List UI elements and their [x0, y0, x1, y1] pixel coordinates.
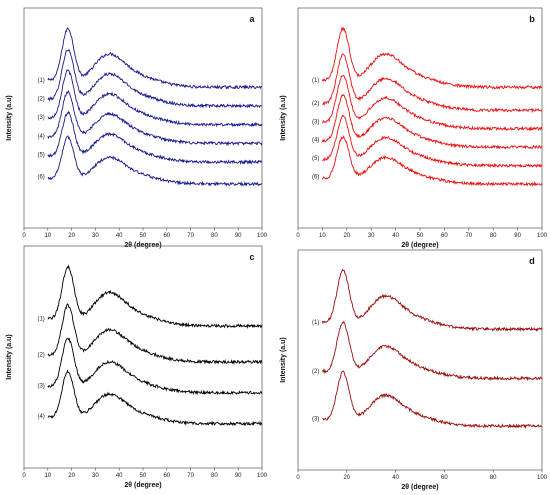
x-tick-label: 80 [490, 233, 497, 239]
panel-letter: d [529, 256, 535, 266]
panel-c: 0 10 20 30 40 50 60 70 80 90 100 2θ (degree) Intensi… [6, 245, 268, 489]
x-tick-label: 30 [92, 233, 99, 239]
series-line-6 [322, 135, 543, 187]
series-label-3: (3) [37, 383, 44, 389]
x-tick-label: 60 [441, 475, 448, 481]
y-axis-title: Intensity (a.u) [6, 334, 13, 380]
series-label-1: (1) [312, 320, 319, 326]
x-tick-label: 20 [68, 473, 75, 479]
x-tick-label: 0 [296, 475, 300, 481]
x-axis-title: 2θ (degree) [124, 482, 161, 489]
x-tick-label: 40 [392, 233, 399, 239]
series-line-3 [47, 69, 263, 128]
plot-frame [23, 245, 263, 469]
series-line-4 [47, 369, 263, 427]
x-tick-label: 10 [44, 473, 51, 479]
x-tick-label: 100 [537, 233, 548, 239]
series-label-1: (1) [312, 78, 319, 84]
series-line-2 [47, 303, 263, 365]
series-line-5 [322, 114, 543, 169]
x-tick-label: 50 [417, 233, 424, 239]
series-line-4 [321, 93, 543, 150]
series-line-4 [47, 90, 263, 147]
x-tick-label: 0 [22, 473, 26, 479]
x-tick-label: 90 [235, 473, 242, 479]
series-label-5: (5) [312, 156, 319, 162]
series-label-6: (6) [312, 175, 319, 181]
y-axis-title: Intensity (a.u) [6, 95, 13, 141]
series-label-3: (3) [312, 119, 319, 125]
plot-frame [297, 249, 543, 471]
x-tick-label: 70 [187, 473, 194, 479]
x-tick-label: 0 [296, 233, 300, 239]
series-label-2: (2) [37, 96, 44, 102]
series-line-2 [322, 320, 543, 382]
x-tick-label: 20 [343, 233, 350, 239]
x-tick-label: 40 [116, 233, 123, 239]
x-tick-label: 20 [343, 475, 350, 481]
x-tick-label: 100 [257, 233, 268, 239]
x-tick-label: 50 [140, 473, 147, 479]
x-tick-label: 100 [257, 473, 268, 479]
x-tick-label: 60 [163, 473, 170, 479]
panel-letter: a [249, 14, 255, 24]
series-label-2: (2) [312, 101, 319, 107]
series-line-3 [47, 337, 263, 396]
series-label-1: (1) [37, 316, 44, 322]
x-tick-label: 0 [22, 233, 26, 239]
x-tick-label: 80 [211, 473, 218, 479]
series-label-3: (3) [312, 417, 319, 423]
series-line-1 [47, 27, 263, 90]
y-axis-title: Intensity (a.u) [280, 95, 287, 141]
x-tick-label: 30 [368, 233, 375, 239]
x-tick-label: 90 [514, 233, 521, 239]
panel-letter: c [249, 252, 254, 262]
x-tick-label: 40 [116, 473, 123, 479]
series-label-4: (4) [37, 134, 44, 140]
x-tick-label: 80 [211, 233, 218, 239]
x-tick-label: 60 [441, 233, 448, 239]
series-line-3 [322, 74, 543, 132]
panel-letter: b [529, 14, 535, 24]
x-tick-label: 10 [319, 233, 326, 239]
y-axis-title: Intensity (a.u) [280, 337, 287, 383]
series-line-2 [47, 49, 263, 109]
x-axis-title: 2θ (degree) [401, 484, 438, 491]
x-tick-label: 70 [465, 233, 472, 239]
series-line-1 [321, 26, 543, 90]
x-tick-label: 20 [68, 233, 75, 239]
x-tick-label: 30 [92, 473, 99, 479]
panel-a: 0 10 20 30 40 50 60 70 80 90 100 2θ (degree) Intensi… [6, 7, 268, 249]
series-label-2: (2) [312, 369, 319, 375]
series-line-5 [47, 110, 263, 166]
series-label-1: (1) [37, 78, 44, 84]
panel-d: 0 20 40 60 80 100 2θ (degree) Intensity (a.u) d (… [280, 249, 548, 491]
series-label-4: (4) [37, 414, 44, 420]
x-tick-label: 70 [187, 233, 194, 239]
series-label-6: (6) [37, 175, 44, 181]
series-line-3 [322, 370, 543, 430]
x-tick-label: 40 [392, 475, 399, 481]
x-tick-label: 90 [235, 233, 242, 239]
x-axis-title: 2θ (degree) [401, 242, 438, 249]
x-tick-label: 50 [140, 233, 147, 239]
x-tick-label: 60 [163, 233, 170, 239]
x-tick-label: 10 [44, 233, 51, 239]
panel-b: 0 10 20 30 40 50 60 70 80 90 100 2θ (degree) Intensi… [280, 7, 548, 249]
series-label-4: (4) [312, 138, 319, 144]
series-label-2: (2) [37, 352, 44, 358]
series-label-3: (3) [37, 115, 44, 121]
series-line-1 [321, 268, 543, 332]
series-line-1 [47, 264, 263, 330]
x-tick-label: 100 [537, 475, 548, 481]
x-tick-label: 80 [490, 475, 497, 481]
x-axis-title: 2θ (degree) [124, 242, 161, 249]
series-label-5: (5) [37, 153, 44, 159]
series-line-2 [322, 53, 543, 114]
series-line-6 [47, 135, 263, 187]
